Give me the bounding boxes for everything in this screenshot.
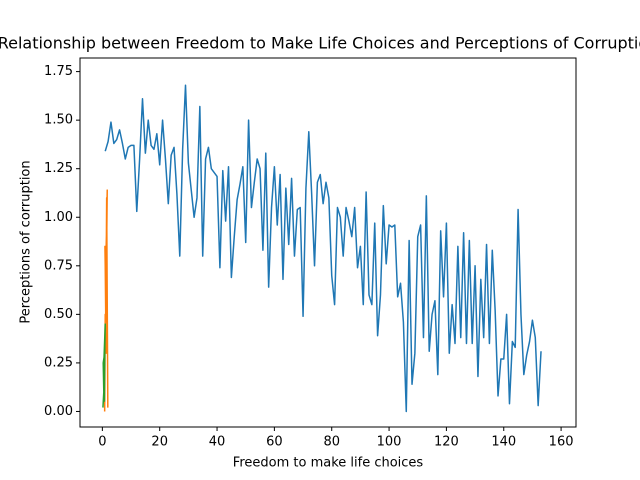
x-tick-label: 20 bbox=[151, 435, 168, 450]
y-tick-label: 0.75 bbox=[44, 258, 73, 273]
y-tick-label: 1.25 bbox=[44, 161, 73, 176]
y-tick-label: 1.75 bbox=[44, 64, 73, 79]
plot-frame bbox=[79, 57, 577, 428]
chart-title: Relationship between Freedom to Make Lif… bbox=[0, 34, 640, 53]
x-tick-label: 0 bbox=[98, 435, 106, 450]
y-tick-label: 0.00 bbox=[44, 404, 73, 419]
y-tick-label: 0.25 bbox=[44, 355, 73, 370]
x-tick-label: 60 bbox=[266, 435, 283, 450]
y-tick-label: 1.50 bbox=[44, 113, 73, 128]
x-tick-label: 40 bbox=[209, 435, 226, 450]
y-tick-label: 1.00 bbox=[44, 210, 73, 225]
x-tick-label: 120 bbox=[434, 435, 459, 450]
x-axis-label: Freedom to make life choices bbox=[233, 456, 424, 471]
x-tick-label: 140 bbox=[491, 435, 516, 450]
y-tick-label: 0.50 bbox=[44, 307, 73, 322]
x-tick-label: 100 bbox=[377, 435, 402, 450]
y-axis-label: Perceptions of corruption bbox=[19, 160, 34, 323]
x-tick-label: 160 bbox=[549, 435, 574, 450]
line-series bbox=[104, 84, 542, 413]
x-tick-label: 80 bbox=[323, 435, 340, 450]
line-series bbox=[103, 189, 109, 412]
line-series bbox=[102, 323, 106, 408]
